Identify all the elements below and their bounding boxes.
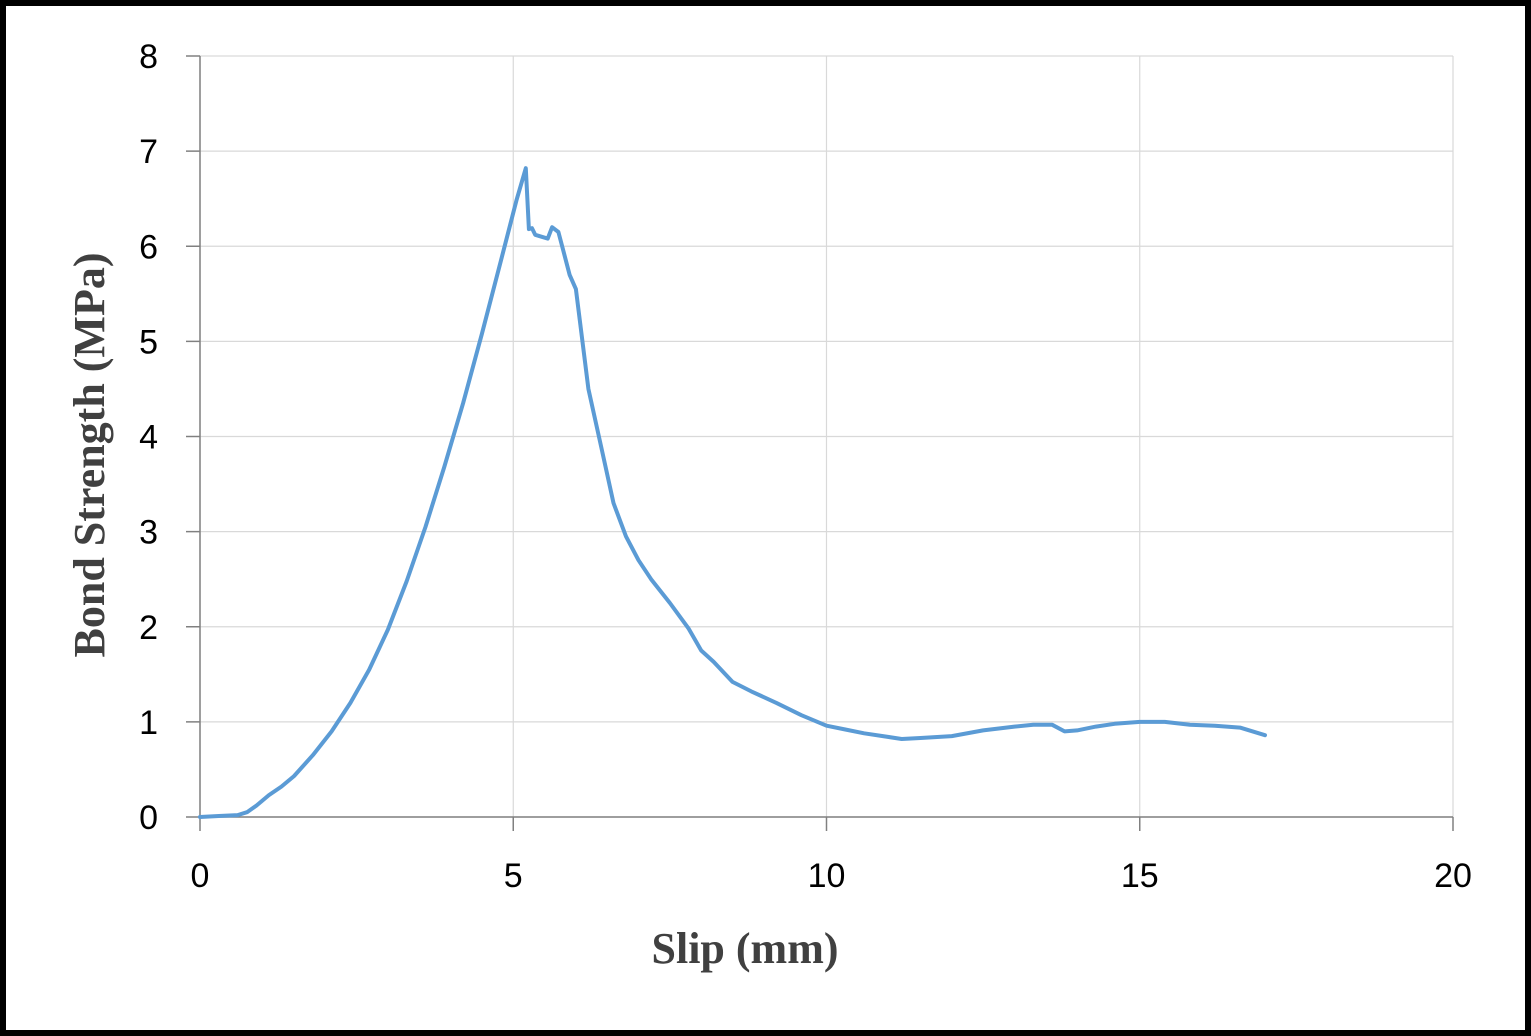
gridlines: [199, 55, 1454, 818]
y-tick-label: 8: [139, 38, 158, 76]
x-tick-label: 5: [504, 857, 523, 895]
y-tick-label: 5: [139, 323, 158, 361]
x-tick-label: 20: [1434, 857, 1472, 895]
y-tick-label: 6: [139, 228, 158, 266]
series-line: [198, 166, 1267, 819]
x-tick-label: 0: [191, 857, 210, 895]
y-tick-label: 4: [139, 419, 158, 457]
x-tick-label: 15: [1121, 857, 1159, 895]
x-axis-title: Slip (mm): [652, 924, 839, 973]
series-layer: [198, 166, 1267, 819]
y-tick-label: 7: [139, 133, 158, 171]
axes: [186, 55, 1454, 831]
y-axis-title: Bond Strength (MPa): [65, 253, 114, 658]
y-tick-label: 1: [139, 704, 158, 742]
y-tick-label: 0: [139, 799, 158, 837]
y-tick-label: 3: [139, 514, 158, 552]
y-tick-label: 2: [139, 609, 158, 647]
tick-labels: 0 1 2 3 4 5 6 7 8 0 5 10 15 20: [139, 38, 1472, 895]
x-tick-label: 10: [808, 857, 846, 895]
